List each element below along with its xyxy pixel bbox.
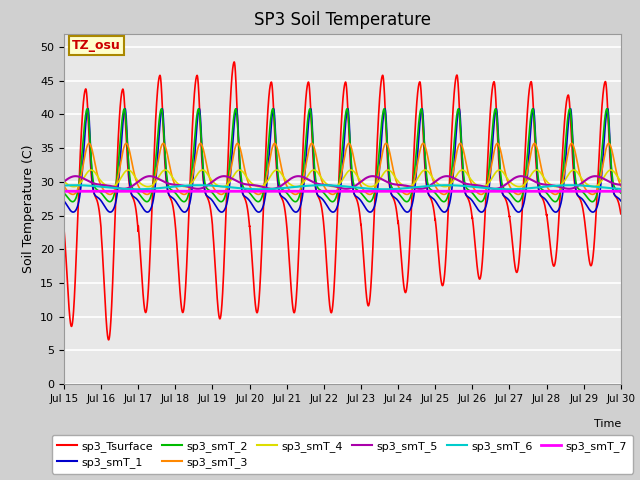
sp3_smT_2 bbox=[617, 190, 625, 196]
sp3_smT_5 bbox=[483, 184, 490, 190]
sp3_Tsurface bbox=[594, 183, 602, 189]
sp3_smT_1 bbox=[483, 200, 491, 205]
sp3_smT_6 bbox=[324, 182, 332, 188]
sp3_Tsurface bbox=[230, 59, 238, 65]
sp3_smT_1 bbox=[250, 204, 257, 209]
sp3_smT_3 bbox=[531, 141, 538, 146]
Line: sp3_smT_3: sp3_smT_3 bbox=[64, 144, 621, 194]
sp3_Tsurface bbox=[105, 337, 113, 343]
sp3_smT_4 bbox=[467, 177, 475, 182]
sp3_smT_3 bbox=[60, 183, 68, 189]
sp3_smT_6 bbox=[483, 185, 491, 191]
sp3_smT_4 bbox=[330, 184, 337, 190]
sp3_Tsurface bbox=[250, 276, 257, 281]
sp3_smT_7 bbox=[60, 188, 68, 194]
sp3_Tsurface bbox=[60, 226, 68, 232]
sp3_smT_7 bbox=[593, 188, 601, 194]
sp3_smT_2 bbox=[250, 194, 257, 200]
sp3_smT_3 bbox=[594, 186, 602, 192]
sp3_smT_5 bbox=[467, 182, 475, 188]
sp3_Tsurface bbox=[324, 277, 332, 283]
sp3_Tsurface bbox=[617, 211, 625, 216]
sp3_smT_3 bbox=[617, 183, 625, 189]
sp3_smT_2 bbox=[483, 185, 491, 191]
sp3_smT_6 bbox=[587, 183, 595, 189]
sp3_smT_4 bbox=[617, 178, 625, 184]
sp3_smT_2 bbox=[515, 199, 522, 204]
Text: Time: Time bbox=[593, 419, 621, 429]
sp3_smT_3 bbox=[324, 188, 332, 194]
sp3_smT_4 bbox=[587, 183, 595, 189]
sp3_smT_1 bbox=[60, 198, 68, 204]
sp3_smT_7 bbox=[324, 188, 332, 194]
sp3_smT_6 bbox=[60, 183, 68, 189]
sp3_smT_7 bbox=[467, 188, 475, 194]
Y-axis label: Soil Temperature (C): Soil Temperature (C) bbox=[22, 144, 35, 273]
sp3_smT_4 bbox=[60, 178, 68, 184]
Line: sp3_smT_2: sp3_smT_2 bbox=[64, 109, 621, 202]
sp3_smT_1 bbox=[324, 204, 332, 210]
sp3_smT_2 bbox=[324, 195, 332, 201]
sp3_smT_7 bbox=[587, 188, 595, 194]
sp3_smT_1 bbox=[255, 209, 262, 215]
sp3_smT_7 bbox=[483, 188, 490, 194]
sp3_smT_2 bbox=[587, 198, 595, 204]
sp3_smT_3 bbox=[250, 188, 257, 194]
sp3_smT_4 bbox=[483, 182, 491, 188]
sp3_smT_2 bbox=[467, 189, 475, 194]
sp3_Tsurface bbox=[587, 263, 595, 268]
sp3_smT_4 bbox=[324, 181, 332, 187]
sp3_smT_1 bbox=[617, 198, 625, 204]
Line: sp3_smT_5: sp3_smT_5 bbox=[64, 176, 621, 189]
sp3_smT_3 bbox=[403, 192, 411, 197]
sp3_smT_7 bbox=[250, 188, 257, 194]
sp3_smT_4 bbox=[250, 181, 257, 187]
sp3_smT_5 bbox=[60, 179, 68, 184]
sp3_smT_6 bbox=[195, 182, 203, 188]
sp3_smT_6 bbox=[617, 186, 625, 192]
sp3_smT_4 bbox=[594, 182, 602, 188]
sp3_smT_5 bbox=[517, 173, 525, 179]
Line: sp3_smT_4: sp3_smT_4 bbox=[64, 170, 621, 187]
Text: TZ_osu: TZ_osu bbox=[72, 39, 121, 52]
sp3_smT_6 bbox=[250, 186, 257, 192]
sp3_smT_7 bbox=[617, 188, 625, 194]
sp3_smT_3 bbox=[467, 180, 475, 186]
sp3_smT_6 bbox=[257, 186, 265, 192]
sp3_smT_4 bbox=[458, 167, 466, 173]
sp3_smT_6 bbox=[594, 184, 602, 190]
sp3_smT_5 bbox=[617, 182, 625, 188]
sp3_smT_5 bbox=[491, 186, 499, 192]
sp3_smT_5 bbox=[324, 182, 332, 188]
sp3_smT_3 bbox=[483, 184, 491, 190]
Line: sp3_Tsurface: sp3_Tsurface bbox=[64, 62, 621, 340]
sp3_smT_5 bbox=[250, 182, 257, 188]
Legend: sp3_Tsurface, sp3_smT_1, sp3_smT_2, sp3_smT_3, sp3_smT_4, sp3_smT_5, sp3_smT_6, : sp3_Tsurface, sp3_smT_1, sp3_smT_2, sp3_… bbox=[52, 435, 633, 474]
sp3_Tsurface bbox=[483, 174, 491, 180]
Line: sp3_smT_6: sp3_smT_6 bbox=[64, 185, 621, 189]
sp3_smT_1 bbox=[587, 208, 595, 214]
sp3_smT_1 bbox=[232, 106, 240, 112]
Line: sp3_smT_1: sp3_smT_1 bbox=[64, 109, 621, 212]
sp3_smT_2 bbox=[343, 106, 351, 112]
sp3_smT_5 bbox=[587, 174, 595, 180]
sp3_Tsurface bbox=[467, 207, 475, 213]
sp3_smT_2 bbox=[594, 188, 602, 194]
sp3_smT_2 bbox=[60, 190, 68, 196]
sp3_smT_5 bbox=[594, 173, 602, 179]
sp3_smT_6 bbox=[467, 184, 475, 190]
sp3_smT_1 bbox=[594, 203, 602, 208]
sp3_smT_3 bbox=[587, 191, 595, 197]
sp3_smT_1 bbox=[467, 196, 475, 202]
Title: SP3 Soil Temperature: SP3 Soil Temperature bbox=[254, 11, 431, 29]
